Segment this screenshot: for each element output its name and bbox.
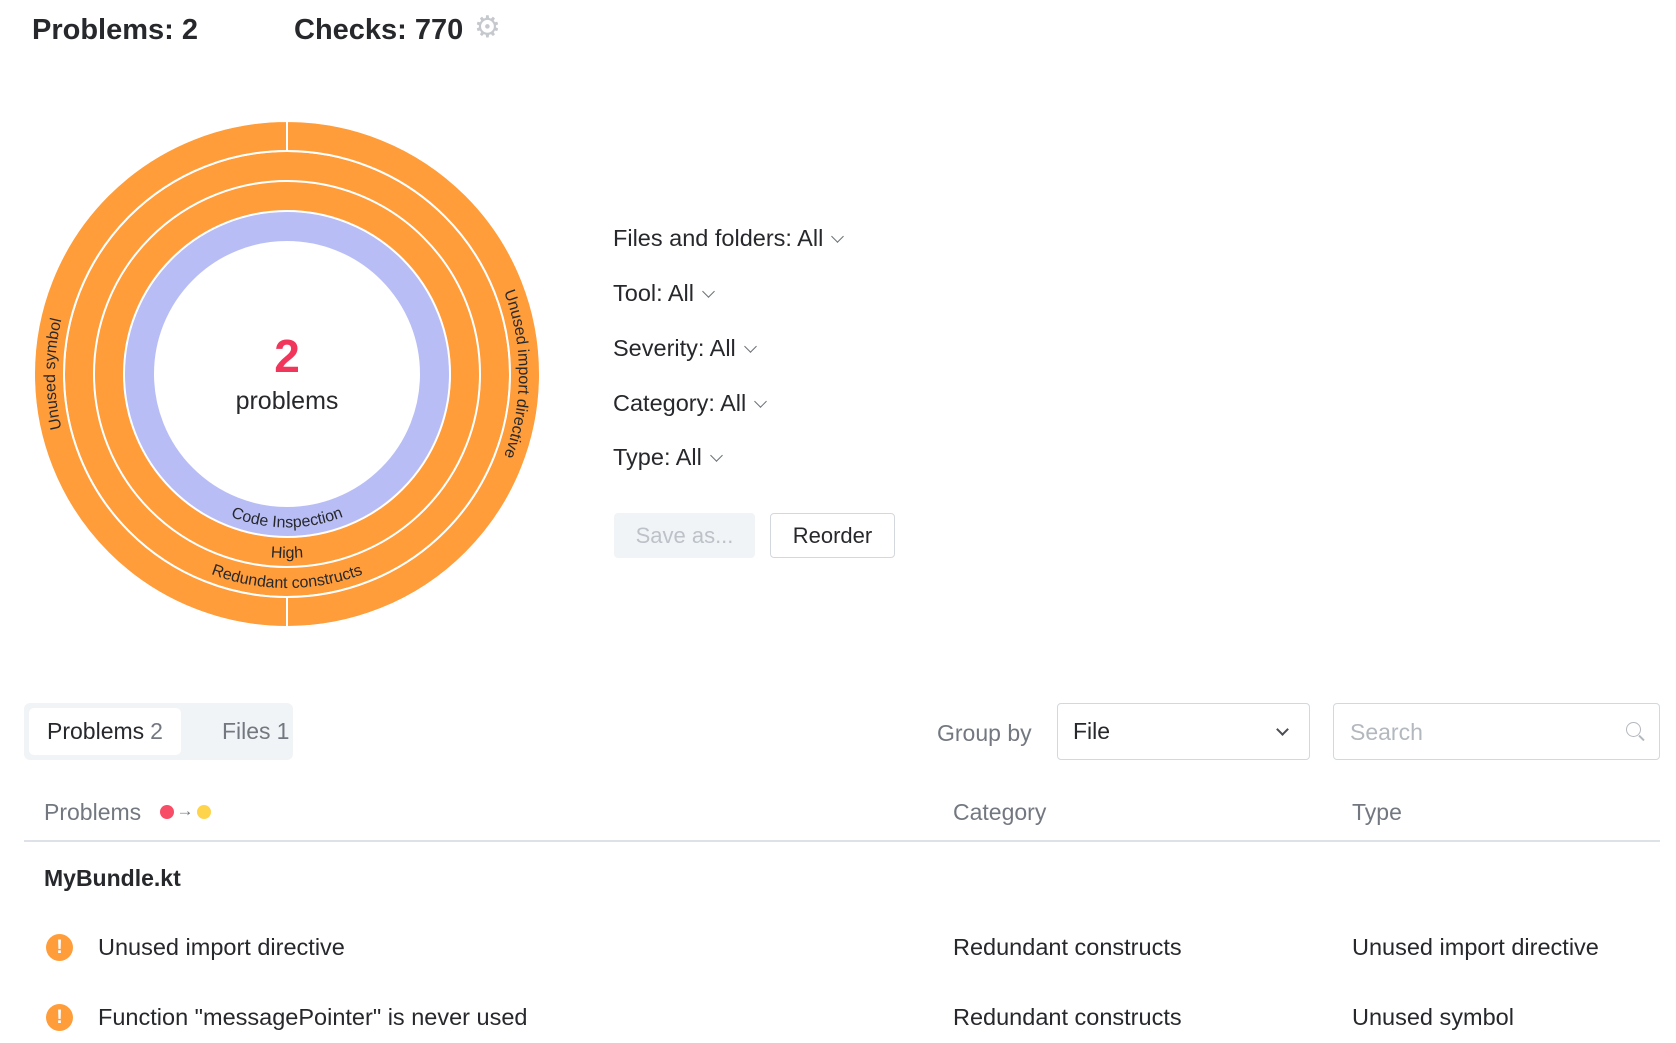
- file-group-header[interactable]: MyBundle.kt: [44, 865, 181, 891]
- filter-label: Tool: All: [613, 280, 694, 306]
- table-row[interactable]: ! Function "messagePointer" is never use…: [0, 998, 1676, 1038]
- ring-separator: [123, 210, 451, 538]
- problem-category: Redundant constructs: [953, 934, 1182, 960]
- problem-type: Unused symbol: [1352, 1004, 1514, 1030]
- problem-category: Redundant constructs: [953, 1004, 1182, 1030]
- tab-label: Files: [222, 718, 271, 744]
- filter-label: Files and folders: All: [613, 225, 824, 251]
- chevron-down-icon: [754, 395, 768, 408]
- table-row[interactable]: ! Unused import directive Redundant cons…: [0, 928, 1676, 968]
- tab-files[interactable]: Files 1: [204, 708, 307, 755]
- problems-total: 2: [274, 330, 300, 382]
- problems-count-header: Problems: 2: [32, 14, 198, 46]
- filter-label: Type: All: [613, 444, 702, 470]
- tab-problems[interactable]: Problems 2: [29, 708, 181, 755]
- reorder-button[interactable]: Reorder: [770, 513, 895, 558]
- tab-count: 2: [150, 718, 163, 744]
- chevron-down-icon: [709, 449, 723, 462]
- group-by-select[interactable]: File: [1057, 703, 1310, 760]
- column-label: Problems: [44, 799, 142, 825]
- segment-code-inspection[interactable]: [125, 212, 449, 536]
- search-input[interactable]: [1348, 716, 1612, 748]
- segment-high[interactable]: [95, 182, 479, 566]
- group-by-value: File: [1073, 718, 1111, 744]
- severity-high-dot-icon: [159, 804, 174, 819]
- ring-separator: [63, 150, 511, 598]
- tab-label: Problems: [47, 718, 145, 744]
- filter-tool[interactable]: Tool: All: [613, 280, 715, 307]
- gear-icon[interactable]: ⚙: [474, 11, 501, 44]
- problem-description: Function "messagePointer" is never used: [98, 1004, 528, 1030]
- search-icon[interactable]: [1626, 722, 1641, 737]
- ring-separator: [33, 120, 541, 628]
- segment-label: High: [270, 544, 303, 562]
- group-by-label: Group by: [937, 720, 1032, 746]
- problems-total-label: problems: [236, 387, 339, 415]
- column-header-type[interactable]: Type: [1352, 799, 1402, 825]
- column-header-problems[interactable]: Problems →: [44, 799, 211, 826]
- filter-category[interactable]: Category: All: [613, 390, 768, 417]
- chevron-down-icon: [831, 230, 845, 243]
- header-divider: [24, 840, 1660, 842]
- view-tabs: Problems 2 Files 1: [24, 703, 293, 760]
- problem-description: Unused import directive: [98, 934, 345, 960]
- problem-type: Unused import directive: [1352, 934, 1599, 960]
- severity-low-dot-icon: [196, 804, 211, 819]
- segment-label: Unused symbol: [42, 316, 65, 431]
- column-header-category[interactable]: Category: [953, 799, 1047, 825]
- segment-redundant-constructs[interactable]: [65, 152, 509, 596]
- warning-icon: !: [46, 1004, 73, 1031]
- filter-severity[interactable]: Severity: All: [613, 335, 757, 362]
- chevron-down-icon: [1276, 723, 1289, 736]
- tab-count: 1: [276, 718, 290, 744]
- warning-icon: !: [46, 934, 73, 961]
- search-field[interactable]: [1333, 703, 1660, 760]
- checks-count-header: Checks: 770: [294, 14, 464, 46]
- filter-label: Category: All: [613, 390, 747, 416]
- filter-type[interactable]: Type: All: [613, 444, 723, 471]
- filter-files-and-folders[interactable]: Files and folders: All: [613, 225, 845, 252]
- chevron-down-icon: [702, 285, 715, 298]
- filter-label: Severity: All: [613, 335, 736, 361]
- save-as-button[interactable]: Save as...: [614, 513, 755, 558]
- ring-separator: [93, 180, 481, 568]
- chevron-down-icon: [743, 340, 757, 353]
- arrow-right-icon: →: [176, 800, 194, 820]
